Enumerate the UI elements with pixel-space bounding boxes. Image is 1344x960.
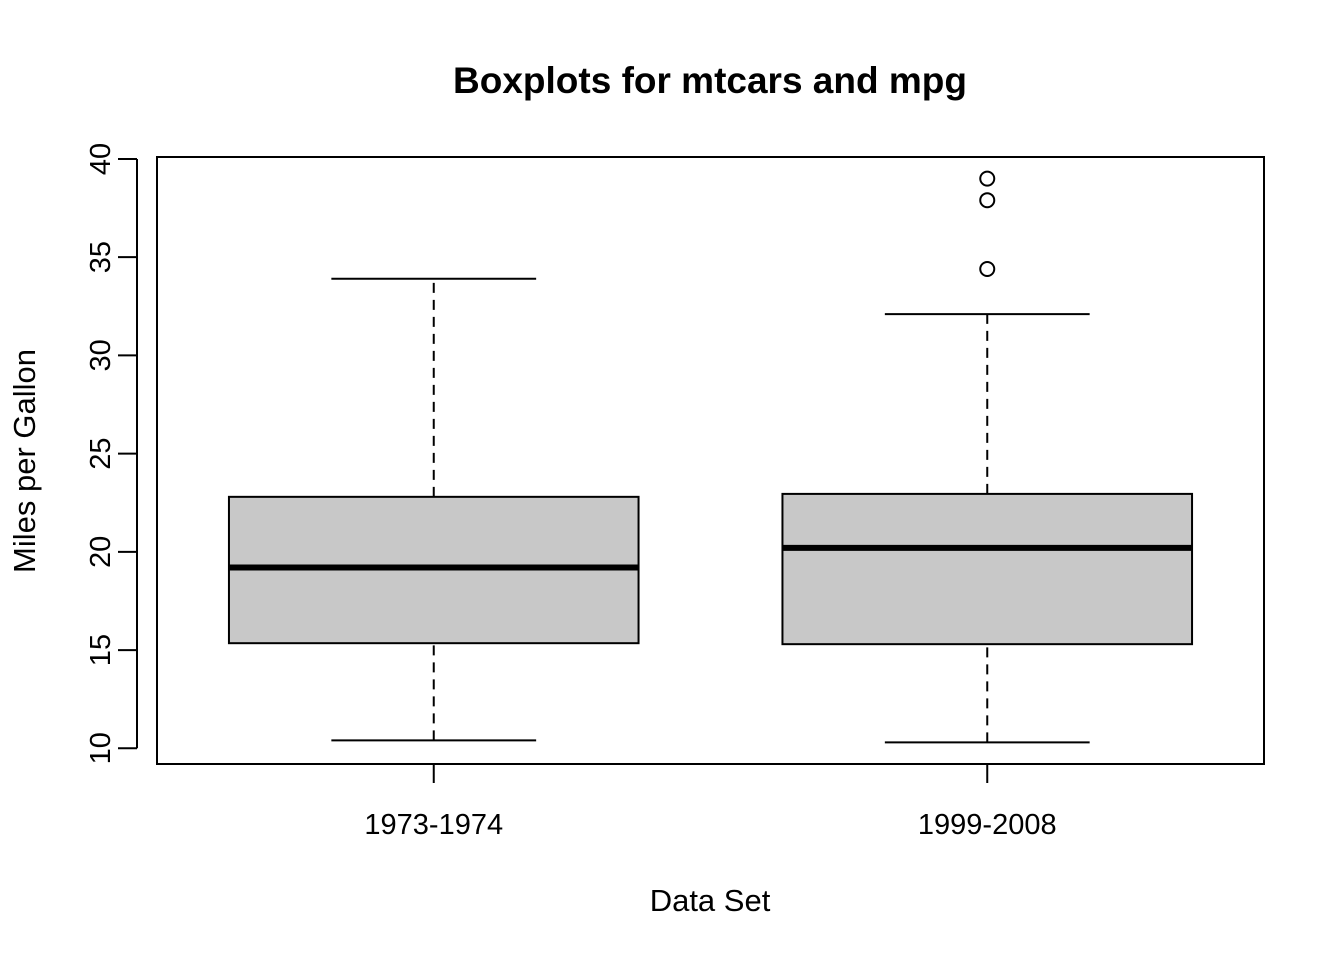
boxes (227, 170, 1194, 744)
y-tick-label: 20 (85, 536, 117, 568)
outlier-point (979, 192, 996, 209)
x-tick-label: 1999-2008 (918, 809, 1057, 841)
y-tick-label: 35 (85, 241, 117, 273)
x-tick-label: 1973-1974 (364, 809, 503, 841)
outlier-point (979, 170, 996, 187)
y-axis-label: Miles per Gallon (7, 349, 42, 573)
y-axis: 10 15 20 25 30 35 40 (85, 143, 138, 764)
y-tick-label: 15 (85, 634, 117, 666)
y-tick-label: 10 (85, 732, 117, 764)
box-1973-1974 (227, 277, 640, 742)
box-1999-2008 (781, 170, 1194, 744)
box-iqr (781, 492, 1194, 646)
plot-frame (156, 156, 1265, 765)
y-tick-label: 25 (85, 437, 117, 469)
chart-title: Boxplots for mtcars and mpg (453, 60, 967, 101)
x-axis-label: Data Set (650, 883, 771, 918)
x-axis: 1973-1974 1999-2008 (364, 764, 1057, 841)
outlier-point (979, 260, 996, 277)
y-tick-label: 30 (85, 339, 117, 371)
y-tick-label: 40 (85, 143, 117, 175)
